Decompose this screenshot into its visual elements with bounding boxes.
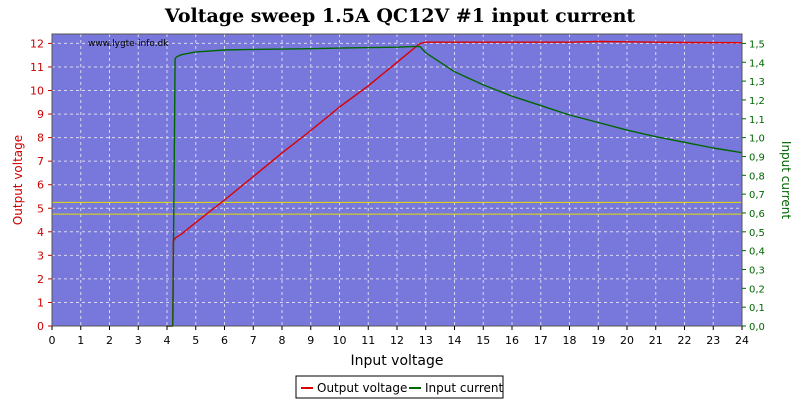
x-tick-label: 10 [333, 334, 347, 347]
x-tick-label: 15 [476, 334, 490, 347]
x-tick-label: 22 [678, 334, 692, 347]
series-lines [167, 40, 743, 327]
x-tick-label: 8 [279, 334, 286, 347]
y-right-tick-label: 1,0 [749, 134, 765, 145]
y-left-tick-label: 11 [30, 61, 44, 74]
y-left-tick-label: 1 [37, 296, 44, 309]
y-right-axis-ticks: 0,0 0,1 0,2 0,3 0,4 0,5 0,6 0,7 0,8 0,9 1,0 1,1 1,2 1… [742, 39, 765, 333]
x-tick-label: 16 [505, 334, 519, 347]
legend-box [295, 375, 504, 399]
y-right-tick-label: 0,6 [749, 209, 765, 220]
x-tick-label: 23 [706, 334, 720, 347]
series-line-input-current [167, 45, 743, 327]
y-left-tick-label: 6 [37, 179, 44, 192]
y-right-tick-label: 0,9 [749, 152, 765, 163]
y-right-tick-label: 1,2 [749, 96, 765, 107]
x-tick-label: 7 [250, 334, 257, 347]
chart-title: Voltage sweep 1.5A QC12V #1 input curren… [164, 5, 636, 27]
y-right-tick-label: 0,7 [749, 190, 765, 201]
x-tick-label: 13 [419, 334, 433, 347]
x-tick-label: 4 [164, 334, 171, 347]
y-left-tick-label: 9 [37, 108, 44, 121]
y-right-tick-label: 0,3 [749, 265, 765, 276]
y-left-tick-label: 0 [37, 320, 44, 333]
y-left-tick-label: 3 [37, 249, 44, 262]
y-right-tick-label: 0,0 [749, 322, 765, 333]
series-line-output-voltage [167, 40, 743, 327]
reference-lines [52, 201, 742, 215]
x-tick-label: 0 [49, 334, 56, 347]
y-left-tick-label: 5 [37, 202, 44, 215]
y-right-tick-label: 1,1 [749, 115, 765, 126]
y-left-axis-label: Output voltage [11, 135, 25, 225]
x-tick-label: 20 [620, 334, 634, 347]
y-right-tick-label: 0,5 [749, 228, 765, 239]
y-right-tick-label: 0,4 [749, 247, 765, 258]
x-axis-ticks: 0 1 2 3 4 5 6 7 8 9 10 11 12 13 14 15 16 17 18 19 20 21 22 23 24 [49, 326, 749, 347]
x-tick-label: 24 [735, 334, 749, 347]
x-tick-label: 3 [135, 334, 142, 347]
y-left-tick-label: 4 [37, 226, 44, 239]
x-tick-label: 18 [563, 334, 577, 347]
x-tick-label: 21 [649, 334, 663, 347]
x-tick-label: 5 [192, 334, 199, 347]
y-left-tick-label: 10 [30, 85, 44, 98]
x-axis-label: Input voltage [350, 353, 443, 369]
y-right-tick-label: 1,5 [749, 39, 765, 50]
x-tick-label: 6 [221, 334, 228, 347]
x-tick-label: 2 [106, 334, 113, 347]
x-tick-label: 9 [307, 334, 314, 347]
legend-label-input-current: Input current [425, 381, 503, 395]
y-right-tick-label: 1,3 [749, 77, 765, 88]
y-left-tick-label: 8 [37, 132, 44, 145]
y-left-tick-label: 2 [37, 273, 44, 286]
legend-label-output-voltage: Output voltage [317, 381, 407, 395]
y-right-tick-label: 0,1 [749, 303, 765, 314]
y-right-tick-label: 0,8 [749, 171, 765, 182]
y-right-axis-label: Input current [779, 141, 793, 219]
x-tick-label: 12 [390, 334, 404, 347]
x-tick-label: 19 [591, 334, 605, 347]
x-tick-label: 14 [448, 334, 462, 347]
y-left-tick-label: 12 [30, 37, 44, 50]
y-right-tick-label: 1,4 [749, 58, 765, 69]
y-right-tick-label: 0,2 [749, 284, 765, 295]
x-tick-label: 1 [77, 334, 84, 347]
legend: Output voltage Input current [295, 375, 504, 399]
y-left-tick-label: 7 [37, 155, 44, 168]
watermark: www.lygte-info.dk [88, 39, 169, 49]
x-tick-label: 11 [361, 334, 375, 347]
grid-lines [51, 34, 743, 327]
x-tick-label: 17 [534, 334, 548, 347]
